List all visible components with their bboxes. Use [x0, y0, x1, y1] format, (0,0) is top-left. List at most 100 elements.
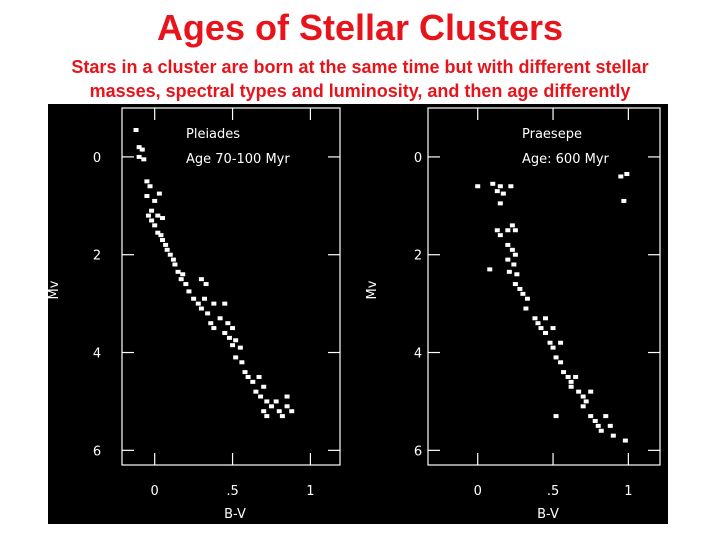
star-point [588, 389, 594, 394]
star-point [230, 343, 236, 348]
star-point [550, 345, 556, 350]
star-point [500, 191, 506, 196]
star-point [535, 321, 541, 326]
star-point [180, 272, 186, 277]
star-point [505, 228, 511, 233]
star-point [512, 282, 518, 287]
y-tick-label: 2 [93, 249, 101, 264]
x-tick-label: .5 [547, 484, 559, 499]
star-point [211, 326, 217, 331]
star-point [208, 321, 214, 326]
star-point [164, 247, 170, 252]
y-tick-label: 6 [414, 444, 422, 459]
annotation: Age: 600 Myr [522, 152, 610, 167]
plot-image-background [48, 104, 668, 524]
star-point [226, 335, 232, 340]
slide-title: Ages of Stellar Clusters [157, 7, 563, 48]
star-point [543, 330, 549, 335]
star-point [512, 228, 518, 233]
star-point [568, 379, 574, 384]
star-point [139, 147, 145, 152]
annotation: Age 70-100 Myr [186, 152, 290, 167]
star-point [538, 326, 544, 331]
y-tick-label: 2 [414, 249, 422, 264]
star-point [159, 238, 165, 243]
star-point [523, 306, 529, 311]
star-point [198, 277, 204, 282]
star-point [217, 316, 223, 321]
star-point [264, 414, 270, 419]
star-point [592, 418, 598, 423]
star-point [172, 262, 178, 267]
x-tick-label: .5 [226, 484, 238, 499]
y-tick-label: 0 [414, 151, 422, 166]
star-point [202, 296, 208, 301]
star-point [583, 399, 589, 404]
star-point [284, 404, 290, 409]
y-axis-label: Mv [47, 280, 62, 299]
slide-subtitle: Stars in a cluster are born at the same … [71, 57, 648, 77]
star-point [505, 242, 511, 247]
star-point [170, 257, 176, 262]
star-point [490, 181, 496, 186]
star-point [511, 262, 517, 267]
star-point [580, 394, 586, 399]
star-point [136, 154, 142, 159]
star-point [133, 128, 139, 133]
star-point [603, 414, 609, 419]
star-point [494, 228, 500, 233]
star-point [237, 345, 243, 350]
star-point [475, 184, 481, 189]
star-point [195, 301, 201, 306]
star-point [264, 399, 270, 404]
star-point [520, 291, 526, 296]
plot-frame [121, 107, 341, 466]
star-point [598, 428, 604, 433]
star-point [580, 404, 586, 409]
y-tick-label: 4 [93, 347, 101, 362]
star-point [242, 370, 248, 375]
star-point [163, 242, 169, 247]
star-point [198, 306, 204, 311]
star-point [183, 282, 189, 287]
star-point [284, 394, 290, 399]
star-point [517, 286, 523, 291]
star-point [233, 355, 239, 360]
star-point [147, 184, 153, 189]
star-point [618, 174, 624, 179]
x-tick-label: 0 [151, 484, 159, 499]
star-point [622, 438, 628, 443]
star-point [141, 157, 147, 162]
star-point [595, 423, 601, 428]
star-point [553, 414, 559, 419]
star-point [149, 208, 155, 213]
x-axis-label: B-V [224, 507, 246, 522]
star-point [621, 198, 627, 203]
star-point [155, 230, 161, 235]
y-tick-label: 0 [93, 151, 101, 166]
star-point [258, 394, 264, 399]
y-axis-label: Mv [365, 280, 380, 299]
annotation: Praesepe [522, 127, 582, 142]
star-point [624, 172, 630, 177]
x-tick-label: 0 [474, 484, 482, 499]
star-point [553, 355, 559, 360]
star-point [144, 194, 150, 199]
star-point [149, 218, 155, 223]
plot-frame [427, 107, 661, 466]
star-point [222, 301, 228, 306]
star-point [279, 414, 285, 419]
star-point [191, 296, 197, 301]
star-point [276, 409, 282, 414]
star-point [175, 269, 181, 274]
star-point [230, 326, 236, 331]
star-point [558, 360, 564, 365]
star-point [550, 326, 556, 331]
star-point [289, 409, 295, 414]
x-axis-label: B-V [537, 507, 559, 522]
y-tick-label: 4 [414, 347, 422, 362]
star-point [261, 409, 267, 414]
star-point [610, 433, 616, 438]
